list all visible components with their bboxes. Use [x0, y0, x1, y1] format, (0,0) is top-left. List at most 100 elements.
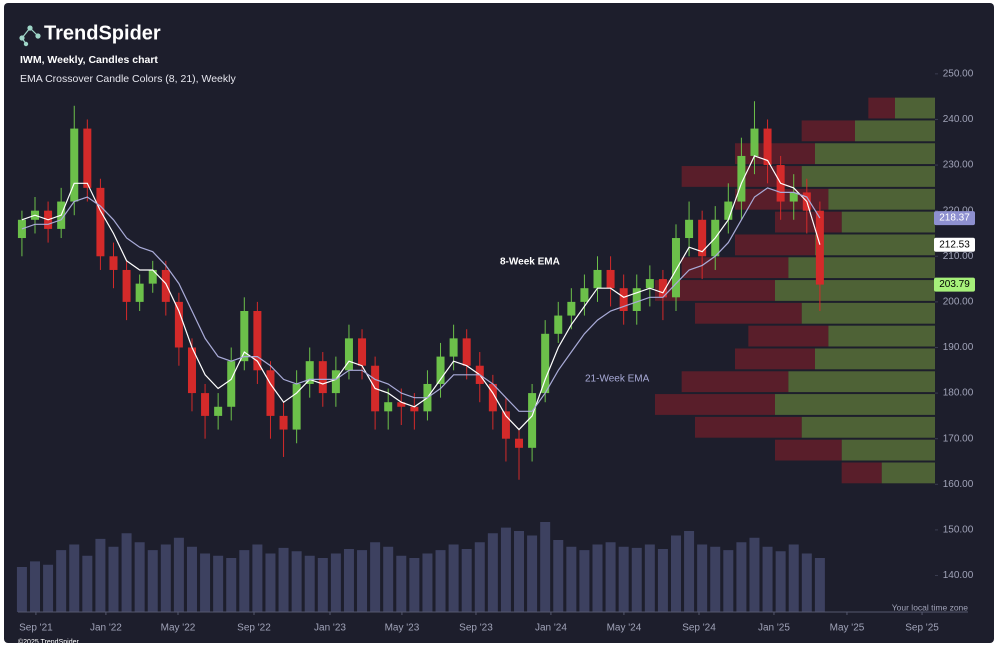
x-tick-label: Jan '25 — [758, 623, 790, 634]
volume-bar — [435, 550, 446, 612]
volume-bar — [487, 533, 498, 612]
candle-body — [201, 393, 210, 416]
candle-body — [331, 370, 340, 394]
y-tick-label: 190.00 — [943, 342, 974, 353]
profile-down — [775, 211, 842, 233]
volume-bar — [239, 550, 250, 612]
price-tag — [934, 211, 975, 226]
candle-body — [253, 311, 262, 371]
profile-up — [788, 257, 935, 279]
volume-bar — [710, 546, 721, 612]
volume-bar — [527, 535, 538, 612]
ema-annotation: 8-Week EMA — [500, 257, 560, 268]
volume-bar — [749, 537, 760, 612]
volume-bar — [16, 567, 27, 612]
candle-body — [96, 187, 105, 257]
candle-body — [279, 415, 288, 430]
candle-body — [750, 128, 759, 156]
price-tag-label: 218.37 — [939, 213, 970, 224]
candle-body — [789, 192, 798, 202]
volume-bar — [618, 546, 629, 612]
volume-bar — [514, 531, 525, 612]
volume-bar — [69, 544, 80, 612]
candle-body — [384, 402, 393, 412]
volume-bar — [186, 546, 197, 612]
y-tick-label: 200.00 — [943, 297, 974, 308]
profile-up — [855, 120, 935, 142]
candle-body — [318, 361, 327, 394]
candle-body — [671, 238, 680, 298]
volume-bar — [500, 527, 511, 612]
candle-body — [462, 338, 471, 366]
volume-bar — [762, 546, 773, 612]
volume-bar — [801, 553, 812, 612]
x-tick-label: May '25 — [830, 623, 865, 634]
volume-bar — [788, 544, 799, 612]
indicator-name: EMA Crossover Candle Colors (8, 21), Wee… — [20, 73, 236, 85]
volume-bar — [252, 544, 263, 612]
profile-up — [895, 97, 935, 119]
price-tag-label: 203.79 — [939, 279, 970, 290]
profile-up — [828, 325, 935, 347]
volume-bar — [56, 550, 67, 612]
volume-bar — [160, 544, 171, 612]
candle-body — [70, 128, 79, 202]
volume-bar — [814, 558, 825, 612]
ema-line — [21, 187, 821, 412]
candle-body — [606, 269, 615, 289]
x-tick-label: Sep '22 — [237, 623, 271, 634]
x-tick-label: Jan '24 — [535, 623, 567, 634]
volume-bar — [723, 550, 734, 612]
candle-body — [554, 315, 563, 334]
price-tag — [934, 277, 975, 292]
y-tick-label: 220.00 — [943, 205, 974, 216]
profile-down — [655, 280, 775, 301]
volume-bar — [474, 542, 485, 612]
x-tick-label: May '24 — [607, 623, 642, 634]
volume-bar — [304, 555, 315, 612]
profile-up — [775, 280, 935, 301]
y-tick-label: 150.00 — [943, 525, 974, 536]
candle-body — [685, 219, 694, 239]
x-tick-label: May '22 — [161, 623, 196, 634]
y-tick-label: 240.00 — [943, 114, 974, 125]
profile-down — [655, 394, 775, 415]
candle-body — [619, 288, 628, 311]
volume-bar — [383, 546, 394, 612]
y-tick-label: 210.00 — [943, 251, 974, 262]
x-tick-label: Sep '23 — [459, 623, 493, 634]
candle-body — [698, 219, 707, 257]
volume-bar — [448, 544, 459, 612]
volume-bar — [775, 551, 786, 612]
candle-body — [227, 361, 236, 407]
candle-body — [410, 406, 419, 412]
volume-bar — [108, 546, 119, 612]
profile-down — [695, 302, 802, 324]
volume-bar — [357, 550, 368, 612]
y-tick-label: 170.00 — [943, 433, 974, 444]
volume-bar — [213, 555, 224, 612]
candle-body — [501, 411, 510, 439]
profile-up — [801, 166, 935, 187]
volume-bar — [579, 550, 590, 612]
volume-bar — [566, 546, 577, 612]
profile-down — [695, 416, 802, 438]
candle-body — [632, 288, 641, 311]
profile-down — [748, 325, 829, 347]
profile-down — [681, 257, 789, 279]
volume-bar — [82, 555, 93, 612]
volume-bar — [173, 537, 184, 612]
y-tick-label: 230.00 — [943, 160, 974, 171]
timezone: Your local time zone — [892, 602, 969, 612]
candle-body — [240, 311, 249, 362]
volume-bar — [422, 553, 433, 612]
candle-body — [436, 356, 445, 384]
volume-bar — [657, 549, 668, 612]
volume-bar — [226, 558, 237, 612]
x-tick-label: Sep '21 — [19, 623, 53, 634]
profile-up — [828, 188, 935, 210]
candle-body — [109, 256, 118, 270]
candle-body — [214, 406, 223, 416]
volume-bar — [697, 544, 708, 612]
volume-bar — [540, 522, 551, 612]
